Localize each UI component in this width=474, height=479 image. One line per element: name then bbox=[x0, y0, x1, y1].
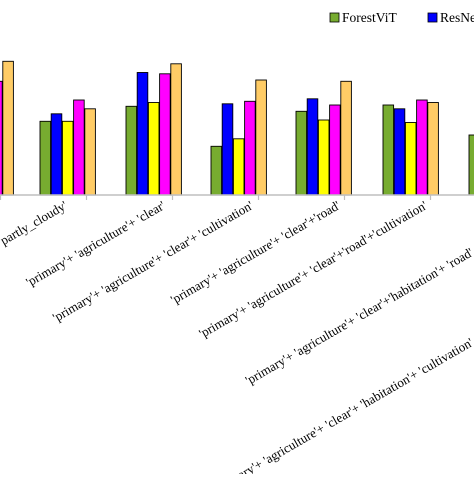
category-label-0: 'partly_cloudy' bbox=[0, 198, 69, 249]
bar-forestvit-cat-5 bbox=[382, 104, 395, 196]
bar-series-3-cat-2 bbox=[159, 73, 171, 196]
bar-series-2-cat-5 bbox=[404, 122, 417, 196]
bar-series-4-cat-5 bbox=[427, 102, 439, 196]
category-label-3: 'primary'+ 'agriculture'+ 'clear'+'road' bbox=[168, 198, 343, 308]
bar-series-2-cat-2 bbox=[147, 102, 160, 196]
bar-forestvit-cat-2 bbox=[125, 105, 138, 196]
bar-forestvit-cat-4 bbox=[295, 110, 308, 196]
bar-series-2-cat-4 bbox=[317, 119, 330, 196]
bar-series-4-cat-2 bbox=[170, 63, 182, 196]
bar-series-3-cat-0 bbox=[0, 80, 3, 196]
bars-layer bbox=[0, 60, 474, 196]
bar-series-3-cat-4 bbox=[329, 104, 341, 196]
bar-resnet-cat-3 bbox=[221, 103, 234, 196]
legend-label-forestvit: ForestViT bbox=[342, 10, 397, 25]
bar-resnet-cat-5 bbox=[393, 108, 406, 196]
category-label-6: 'primary'+ 'agriculture'+ 'clear'+ 'habi… bbox=[212, 335, 474, 474]
bar-series-2-cat-1 bbox=[61, 120, 74, 196]
bar-series-3-cat-3 bbox=[244, 100, 256, 196]
bar-resnet-cat-2 bbox=[136, 72, 149, 196]
legend: ForestViT ResNet bbox=[329, 10, 474, 25]
bar-series-4-cat-4 bbox=[340, 80, 352, 196]
legend-label-resnet: ResNet bbox=[440, 10, 474, 25]
x-ticks-layer bbox=[0, 195, 432, 200]
legend-swatch-forestvit bbox=[329, 12, 340, 23]
bar-resnet-cat-1 bbox=[50, 113, 63, 196]
bar-forestvit-cat-1 bbox=[39, 120, 52, 196]
bar-series-3-cat-1 bbox=[73, 99, 85, 196]
bar-series-2-cat-3 bbox=[232, 138, 245, 196]
bar-forestvit-cat-6 bbox=[468, 134, 474, 196]
legend-swatch-resnet bbox=[427, 12, 438, 23]
bar-series-3-cat-5 bbox=[416, 99, 428, 196]
category-labels-layer: 'partly_cloudy' 'primary'+ 'agriculture'+… bbox=[0, 198, 474, 479]
bar-series-4-cat-3 bbox=[255, 79, 267, 196]
bar-resnet-cat-4 bbox=[306, 98, 319, 196]
bar-forestvit-cat-3 bbox=[210, 145, 223, 196]
bar-series-4-cat-0 bbox=[2, 60, 14, 196]
bar-series-4-cat-1 bbox=[84, 108, 96, 196]
